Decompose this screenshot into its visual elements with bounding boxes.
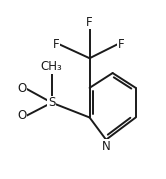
Text: F: F [52, 38, 59, 51]
Text: N: N [102, 140, 110, 153]
Text: F: F [86, 16, 93, 29]
Text: O: O [17, 109, 26, 122]
Text: S: S [48, 96, 55, 109]
Text: CH₃: CH₃ [41, 60, 63, 73]
Text: O: O [17, 82, 26, 95]
Text: F: F [118, 38, 124, 51]
